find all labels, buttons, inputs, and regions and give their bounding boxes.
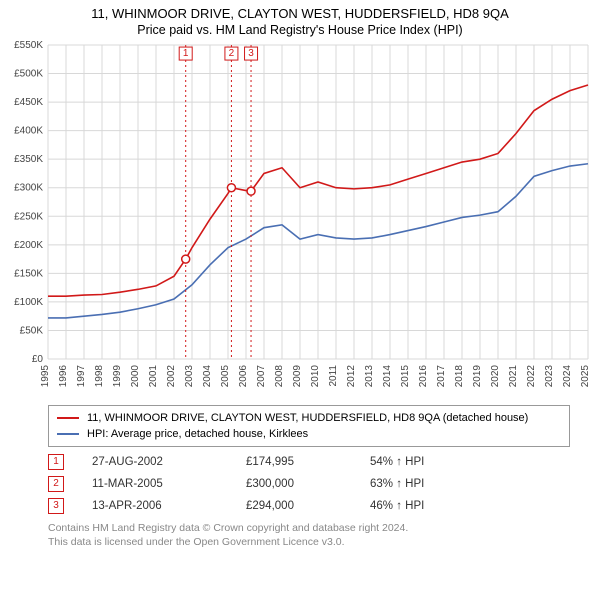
event-marker-number: 2 bbox=[48, 476, 64, 492]
svg-text:2003: 2003 bbox=[184, 365, 195, 388]
svg-text:£550K: £550K bbox=[14, 40, 43, 51]
event-marker-number: 1 bbox=[48, 454, 64, 470]
svg-text:2024: 2024 bbox=[562, 365, 573, 388]
svg-text:£200K: £200K bbox=[14, 240, 43, 251]
svg-text:2020: 2020 bbox=[490, 365, 501, 388]
svg-text:1996: 1996 bbox=[58, 365, 69, 388]
svg-text:1998: 1998 bbox=[94, 365, 105, 388]
svg-text:2010: 2010 bbox=[310, 365, 321, 388]
legend-row: HPI: Average price, detached house, Kirk… bbox=[57, 426, 561, 442]
footer-attribution: Contains HM Land Registry data © Crown c… bbox=[48, 521, 570, 549]
event-price: £294,000 bbox=[246, 495, 346, 517]
legend-swatch bbox=[57, 433, 79, 435]
svg-text:2004: 2004 bbox=[202, 365, 213, 388]
svg-text:2016: 2016 bbox=[418, 365, 429, 388]
svg-text:£500K: £500K bbox=[14, 69, 43, 80]
event-row: 1 27-AUG-2002 £174,995 54% ↑ HPI bbox=[48, 451, 570, 473]
svg-text:£100K: £100K bbox=[14, 297, 43, 308]
legend-label: HPI: Average price, detached house, Kirk… bbox=[87, 426, 308, 442]
legend-swatch bbox=[57, 417, 79, 419]
svg-text:£450K: £450K bbox=[14, 97, 43, 108]
event-row: 2 11-MAR-2005 £300,000 63% ↑ HPI bbox=[48, 473, 570, 495]
event-row: 3 13-APR-2006 £294,000 46% ↑ HPI bbox=[48, 495, 570, 517]
events-table: 1 27-AUG-2002 £174,995 54% ↑ HPI 2 11-MAR-200… bbox=[48, 451, 570, 517]
svg-text:2019: 2019 bbox=[472, 365, 483, 388]
svg-text:2014: 2014 bbox=[382, 365, 393, 388]
event-price: £174,995 bbox=[246, 451, 346, 473]
event-date: 27-AUG-2002 bbox=[92, 451, 222, 473]
chart-title: 11, WHINMOOR DRIVE, CLAYTON WEST, HUDDER… bbox=[10, 6, 590, 21]
svg-text:2015: 2015 bbox=[400, 365, 411, 388]
svg-text:2022: 2022 bbox=[526, 365, 537, 388]
svg-text:2018: 2018 bbox=[454, 365, 465, 388]
svg-text:2008: 2008 bbox=[274, 365, 285, 388]
event-price: £300,000 bbox=[246, 473, 346, 495]
svg-text:£300K: £300K bbox=[14, 183, 43, 194]
svg-text:2000: 2000 bbox=[130, 365, 141, 388]
legend-label: 11, WHINMOOR DRIVE, CLAYTON WEST, HUDDER… bbox=[87, 410, 528, 426]
svg-text:£250K: £250K bbox=[14, 211, 43, 222]
svg-text:2005: 2005 bbox=[220, 365, 231, 388]
svg-text:2023: 2023 bbox=[544, 365, 555, 388]
svg-text:1995: 1995 bbox=[40, 365, 51, 388]
svg-text:2021: 2021 bbox=[508, 365, 519, 388]
event-delta: 46% ↑ HPI bbox=[370, 495, 424, 517]
svg-text:2013: 2013 bbox=[364, 365, 375, 388]
svg-text:2007: 2007 bbox=[256, 365, 267, 388]
chart-titles: 11, WHINMOOR DRIVE, CLAYTON WEST, HUDDER… bbox=[0, 0, 600, 39]
svg-text:2002: 2002 bbox=[166, 365, 177, 388]
svg-text:2011: 2011 bbox=[328, 365, 339, 387]
event-date: 11-MAR-2005 bbox=[92, 473, 222, 495]
svg-text:2006: 2006 bbox=[238, 365, 249, 388]
svg-text:£400K: £400K bbox=[14, 126, 43, 137]
svg-text:£50K: £50K bbox=[20, 325, 44, 336]
svg-text:£350K: £350K bbox=[14, 154, 43, 165]
footer-line1: Contains HM Land Registry data © Crown c… bbox=[48, 521, 570, 535]
svg-text:2009: 2009 bbox=[292, 365, 303, 388]
event-delta: 54% ↑ HPI bbox=[370, 451, 424, 473]
svg-text:2001: 2001 bbox=[148, 365, 159, 388]
svg-text:2: 2 bbox=[229, 48, 235, 59]
svg-text:1: 1 bbox=[183, 48, 189, 59]
legend-row: 11, WHINMOOR DRIVE, CLAYTON WEST, HUDDER… bbox=[57, 410, 561, 426]
svg-text:£0: £0 bbox=[32, 354, 44, 365]
svg-text:2025: 2025 bbox=[580, 365, 591, 388]
legend: 11, WHINMOOR DRIVE, CLAYTON WEST, HUDDER… bbox=[48, 405, 570, 447]
svg-text:£150K: £150K bbox=[14, 268, 43, 279]
svg-text:3: 3 bbox=[248, 48, 254, 59]
event-date: 13-APR-2006 bbox=[92, 495, 222, 517]
event-delta: 63% ↑ HPI bbox=[370, 473, 424, 495]
price-chart: £0 £50K £100K £150K £200K £250K £300K £350K £400… bbox=[0, 39, 600, 399]
svg-text:2012: 2012 bbox=[346, 365, 357, 388]
svg-text:1999: 1999 bbox=[112, 365, 123, 388]
chart-subtitle: Price paid vs. HM Land Registry's House … bbox=[10, 23, 590, 37]
svg-text:1997: 1997 bbox=[76, 365, 87, 388]
footer-line2: This data is licensed under the Open Gov… bbox=[48, 535, 570, 549]
event-marker-number: 3 bbox=[48, 498, 64, 514]
svg-text:2017: 2017 bbox=[436, 365, 447, 388]
